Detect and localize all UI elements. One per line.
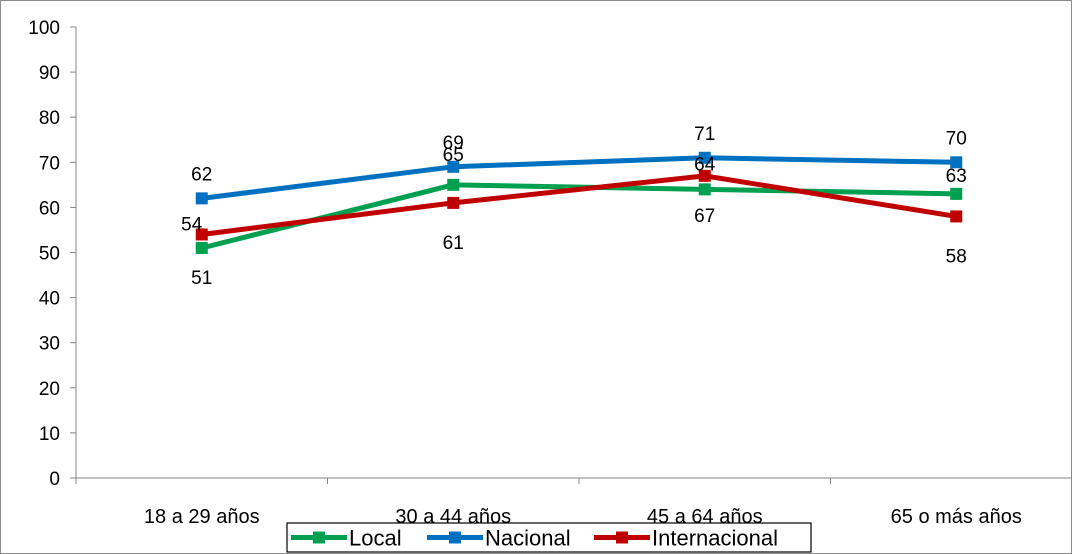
y-tick-label: 40 bbox=[39, 289, 60, 310]
legend: Local Nacional Internacional bbox=[286, 522, 812, 553]
series-line bbox=[199, 155, 959, 201]
series-internacional bbox=[195, 169, 963, 241]
data-label: 64 bbox=[694, 154, 716, 175]
series-line bbox=[199, 182, 959, 251]
y-tick-label: 70 bbox=[39, 153, 60, 174]
data-label: 65 bbox=[443, 145, 464, 166]
data-label: 54 bbox=[181, 214, 203, 235]
series-layer bbox=[195, 151, 963, 254]
legend-swatch-marker bbox=[616, 531, 628, 544]
data-point bbox=[195, 192, 208, 205]
y-tick-label: 0 bbox=[49, 469, 60, 490]
legend-label: Local bbox=[349, 526, 402, 551]
x-tick-label: 18 a 29 años bbox=[144, 506, 260, 528]
y-tick-label: 20 bbox=[39, 379, 60, 400]
y-tick-label: 30 bbox=[39, 334, 60, 355]
data-label: 69 bbox=[443, 133, 464, 154]
data-label: 70 bbox=[946, 128, 967, 149]
data-point bbox=[698, 169, 711, 182]
data-point bbox=[447, 178, 460, 191]
y-tick-label: 90 bbox=[39, 63, 60, 84]
legend-entry-nacional: Nacional bbox=[427, 526, 571, 551]
legend-entry-local: Local bbox=[291, 526, 402, 551]
data-point bbox=[950, 210, 963, 223]
y-tick-label: 100 bbox=[28, 18, 60, 39]
y-tick-label: 50 bbox=[39, 244, 60, 265]
data-label: 51 bbox=[191, 268, 212, 289]
data-label: 63 bbox=[946, 166, 967, 187]
legend-box bbox=[286, 522, 812, 553]
legend-swatch-marker bbox=[313, 531, 325, 544]
data-point bbox=[195, 228, 208, 241]
data-point bbox=[950, 187, 963, 200]
data-point bbox=[698, 183, 711, 196]
data-point bbox=[447, 160, 460, 173]
series-line bbox=[199, 173, 959, 237]
y-tick-label: 80 bbox=[39, 108, 60, 129]
data-label: 62 bbox=[191, 164, 212, 185]
legend-label: Internacional bbox=[652, 526, 778, 551]
series-nacional bbox=[195, 151, 963, 205]
y-tick-label: 60 bbox=[39, 198, 60, 219]
data-label: 61 bbox=[443, 233, 464, 254]
data-labels: 51 65 64 63 62 69 71 70 54 61 67 58 bbox=[181, 124, 967, 289]
y-tick-label: 10 bbox=[39, 424, 60, 445]
data-point bbox=[195, 241, 208, 254]
legend-label: Nacional bbox=[485, 526, 571, 551]
data-label: 71 bbox=[694, 124, 715, 145]
x-tick-label: 65 o más años bbox=[891, 506, 1022, 528]
data-label: 58 bbox=[946, 246, 967, 267]
legend-swatch-marker bbox=[449, 531, 461, 544]
data-point bbox=[698, 151, 711, 164]
data-label: 67 bbox=[694, 206, 715, 227]
legend-entry-internacional: Internacional bbox=[594, 526, 778, 551]
data-point bbox=[950, 156, 963, 169]
data-point bbox=[447, 196, 460, 209]
